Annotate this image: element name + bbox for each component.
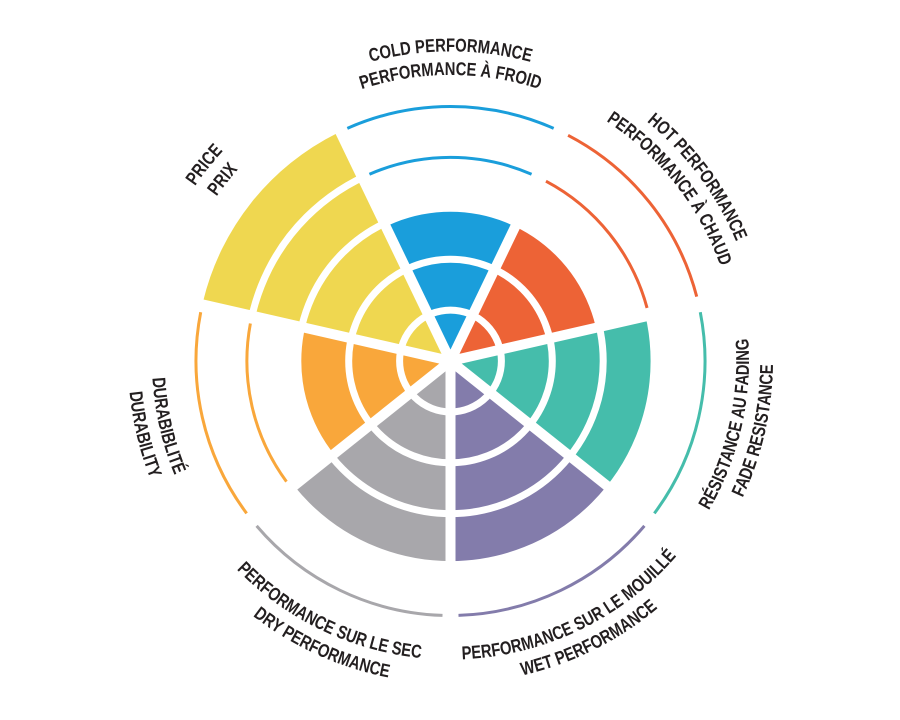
svg-text:A: A	[727, 406, 750, 420]
svg-text:R: R	[509, 634, 524, 657]
svg-text:E: E	[466, 59, 477, 81]
svg-text:S: S	[751, 411, 773, 424]
svg-text:O: O	[455, 35, 467, 56]
svg-text:R: R	[377, 65, 392, 88]
svg-text:F: F	[494, 62, 506, 84]
svg-text:O: O	[513, 66, 529, 89]
svg-text:E: E	[724, 419, 747, 433]
svg-text:C: C	[366, 43, 381, 66]
svg-text:E: E	[470, 641, 482, 663]
svg-text:F: F	[388, 63, 401, 85]
svg-text:B: B	[132, 430, 155, 445]
svg-text:A: A	[489, 37, 503, 59]
svg-text:D: D	[399, 37, 413, 59]
svg-text:U: U	[729, 396, 751, 410]
svg-text:S: S	[390, 637, 404, 659]
svg-text:I: I	[156, 427, 177, 436]
svg-text:I: I	[524, 69, 534, 90]
svg-text:A: A	[753, 393, 775, 406]
svg-text:R: R	[503, 64, 518, 87]
svg-text:N: N	[445, 58, 456, 79]
svg-text:E: E	[376, 634, 390, 657]
svg-text:D: D	[148, 377, 170, 389]
svg-text:B: B	[157, 430, 180, 446]
svg-text:B: B	[154, 417, 177, 432]
svg-text:M: M	[420, 59, 434, 81]
svg-text:T: T	[752, 402, 774, 415]
svg-text:I: I	[162, 448, 183, 459]
svg-text:N: N	[755, 383, 777, 396]
svg-text:F: F	[731, 384, 753, 395]
svg-text:I: I	[135, 440, 156, 450]
svg-text:G: G	[732, 338, 754, 351]
svg-text:N: N	[732, 350, 753, 361]
svg-text:I: I	[138, 452, 159, 462]
svg-text:U: U	[126, 400, 148, 414]
svg-text:C: C	[367, 657, 382, 680]
svg-text:E: E	[400, 639, 413, 661]
svg-text:P: P	[414, 36, 426, 58]
svg-text:A: A	[731, 374, 753, 386]
svg-text:O: O	[498, 637, 513, 660]
svg-text:M: M	[477, 36, 491, 58]
svg-text:E: E	[378, 659, 392, 682]
svg-text:U: U	[149, 387, 171, 400]
svg-text:C: C	[722, 428, 745, 444]
svg-text:I: I	[732, 361, 753, 365]
svg-text:R: R	[150, 397, 172, 411]
svg-text:R: R	[466, 35, 478, 57]
svg-text:C: C	[410, 640, 423, 662]
svg-text:P: P	[461, 642, 472, 664]
svg-text:F: F	[490, 639, 502, 661]
svg-text:M: M	[519, 631, 536, 655]
svg-text:E: E	[756, 364, 777, 374]
svg-text:F: F	[446, 35, 455, 56]
svg-text:D: D	[732, 364, 753, 375]
svg-text:C: C	[756, 373, 778, 385]
svg-text:S: S	[748, 424, 771, 438]
svg-text:A: A	[152, 407, 175, 421]
svg-text:C: C	[455, 58, 466, 79]
svg-text:À: À	[479, 60, 492, 82]
svg-text:R: R	[409, 60, 422, 82]
svg-text:A: A	[433, 58, 444, 79]
svg-text:R: R	[480, 640, 493, 662]
svg-text:I: I	[750, 420, 771, 428]
svg-text:R: R	[435, 35, 446, 56]
svg-text:C: C	[510, 41, 525, 64]
svg-text:E: E	[424, 35, 435, 57]
svg-text:L: L	[389, 39, 402, 61]
svg-text:R: R	[128, 410, 151, 424]
svg-text:W: W	[518, 656, 537, 680]
svg-text:N: N	[499, 39, 513, 62]
svg-text:O: O	[397, 61, 412, 84]
svg-text:A: A	[130, 420, 153, 435]
svg-text:D: D	[125, 390, 147, 403]
svg-text:O: O	[377, 41, 393, 64]
